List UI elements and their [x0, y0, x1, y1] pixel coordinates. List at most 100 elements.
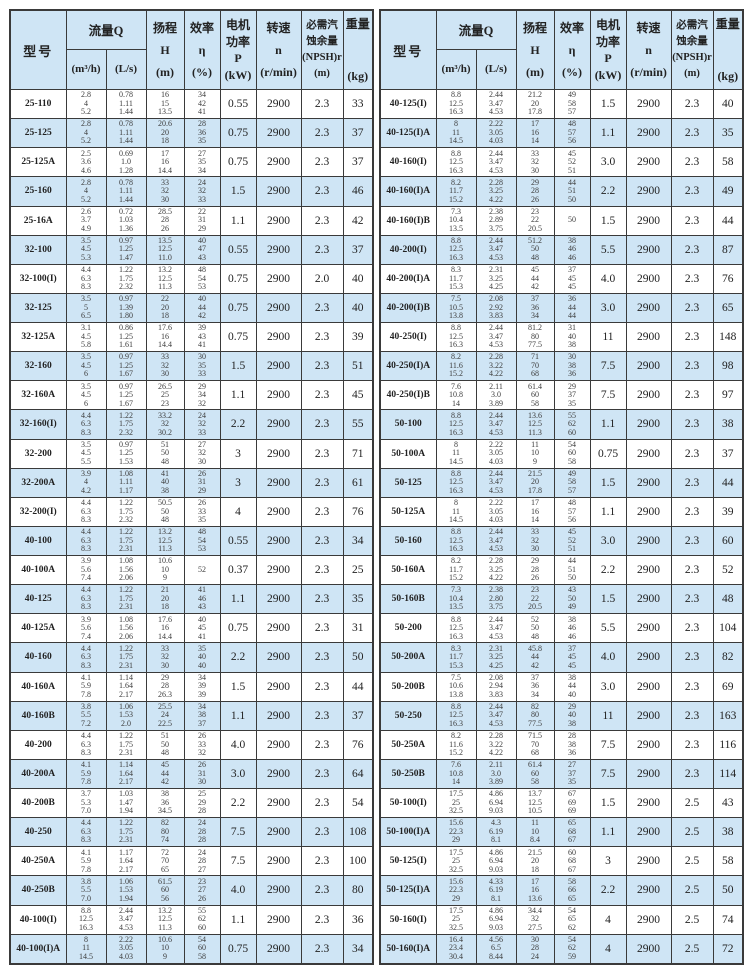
- npsh-cell: 2.3: [300, 758, 344, 790]
- npsh-cell: 2.3: [300, 380, 344, 411]
- table-row: 32-100 3.5 4.5 5.3 0.97 1.25 1.47 13.5 12.5…: [9, 234, 374, 265]
- power-cell: 0.37: [219, 554, 257, 586]
- flow-m3h-cell: 8.8 12.5 16.3: [435, 613, 477, 644]
- model-cell: 32-160A: [9, 380, 67, 411]
- efficiency-cell: 26 31 30: [183, 758, 221, 790]
- table-row: 50-125A 8 11 14.5 2.22 3.05 4.03 17 16 14 48…: [379, 496, 744, 527]
- flow-m3h-cell: 8.8 12.5 16.3: [435, 88, 477, 120]
- flow-ls-cell: 2.44 3.47 4.53: [475, 321, 517, 353]
- table-row: 40-125A 3.9 5.6 7.4 1.08 1.56 2.06 17.6 16 …: [9, 613, 374, 644]
- flow-m3h-cell: 8.2 11.6 15.2: [435, 729, 477, 760]
- efficiency-cell: 25 29 28: [183, 787, 221, 819]
- model-cell: 25-160: [9, 176, 67, 207]
- weight-cell: 44: [712, 205, 744, 236]
- weight-cell: 64: [342, 758, 374, 790]
- flow-ls-cell: 2.08 2.92 3.83: [475, 292, 517, 324]
- speed-cell: 2900: [255, 525, 302, 557]
- head-cell: 17.6 16 14.4: [145, 321, 185, 353]
- flow-m3h-cell: 4.1 5.9 7.8: [65, 846, 107, 877]
- flow-ls-cell: 4.3 6.19 8.1: [475, 817, 517, 848]
- head-cell: 17 16 14: [515, 118, 555, 149]
- efficiency-cell: 27 35 34: [183, 147, 221, 178]
- table-row: 32-200 3.5 4.5 5.5 0.97 1.25 1.53 51 50 48 2…: [9, 438, 374, 469]
- power-cell: 1.5: [589, 205, 627, 236]
- model-cell: 40-100(I): [9, 904, 67, 935]
- npsh-cell: 2.3: [300, 846, 344, 877]
- power-cell: 1.5: [589, 467, 627, 498]
- power-cell: 3: [219, 438, 257, 469]
- flow-ls-cell: 2.22 3.05 4.03: [475, 118, 517, 149]
- power-cell: 0.75: [219, 118, 257, 149]
- power-cell: 1.5: [219, 176, 257, 207]
- power-cell: 1.5: [589, 584, 627, 615]
- power-cell: 7.5: [219, 846, 257, 877]
- power-cell: 4.0: [219, 875, 257, 906]
- col-header-npsh: 必需汽 蚀余量 (NPSH)r (m): [300, 9, 344, 90]
- model-cell: 50-125(I): [379, 846, 437, 877]
- table-row: 50-200 8.8 12.5 16.3 2.44 3.47 4.53 52 50 4…: [379, 613, 744, 644]
- flow-ls-cell: 0.78 1.11 1.44: [105, 176, 147, 207]
- speed-cell: 2900: [625, 351, 672, 382]
- weight-cell: 65: [712, 292, 744, 324]
- npsh-cell: 2.3: [300, 496, 344, 527]
- flow-m3h-cell: 7.6 10.8 14: [435, 758, 477, 790]
- head-cell: 23 22 20.5: [515, 584, 555, 615]
- table-row: 40-250B 3.8 5.5 7.0 1.06 1.53 1.94 61.5 60 …: [9, 875, 374, 906]
- flow-m3h-cell: 7.5 10.6 13.8: [435, 671, 477, 702]
- npsh-cell: 2.3: [670, 234, 714, 265]
- flow-ls-cell: 0.97 1.25 1.47: [105, 234, 147, 265]
- flow-m3h-cell: 8.2 11.6 15.2: [435, 351, 477, 382]
- head-cell: 17.6 16 14.4: [145, 613, 185, 644]
- flow-m3h-cell: 3.1 4.5 5.8: [65, 321, 107, 353]
- npsh-cell: 2.3: [300, 176, 344, 207]
- model-cell: 50-200A: [379, 642, 437, 673]
- head-cell: 11 10 8.4: [515, 817, 555, 848]
- speed-cell: 2900: [625, 496, 672, 527]
- model-cell: 40-200: [9, 729, 67, 760]
- flow-m3h-cell: 4.4 6.3 8.3: [65, 263, 107, 294]
- weight-cell: 45: [342, 380, 374, 411]
- npsh-cell: 2.3: [300, 525, 344, 557]
- speed-cell: 2900: [255, 904, 302, 935]
- npsh-cell: 2.0: [300, 263, 344, 294]
- power-cell: 1.1: [219, 205, 257, 236]
- flow-ls-cell: 2.38 2.89 3.75: [475, 205, 517, 236]
- speed-cell: 2900: [625, 642, 672, 673]
- npsh-cell: 2.3: [670, 147, 714, 178]
- model-cell: 40-250A: [9, 846, 67, 877]
- speed-cell: 2900: [255, 933, 302, 965]
- flow-ls-cell: 1.14 1.64 2.17: [105, 671, 147, 702]
- col-header-model: 型号: [379, 9, 437, 90]
- table-row: 40-200(I)A 8.3 11.7 15.3 2.31 3.25 4.25 45 …: [379, 263, 744, 294]
- flow-ls-cell: 0.69 1.0 1.28: [105, 147, 147, 178]
- power-cell: 0.55: [219, 88, 257, 120]
- flow-m3h-cell: 3.9 5.6 7.4: [65, 613, 107, 644]
- npsh-cell: 2.5: [670, 875, 714, 906]
- weight-cell: 108: [342, 817, 374, 848]
- weight-cell: 37: [342, 118, 374, 149]
- efficiency-cell: 24 28 27: [183, 846, 221, 877]
- efficiency-cell: 40 44 42: [183, 292, 221, 324]
- power-cell: 1.1: [219, 584, 257, 615]
- flow-m3h-cell: 2.8 4 5.2: [65, 176, 107, 207]
- speed-cell: 2900: [625, 292, 672, 324]
- speed-cell: 2900: [255, 438, 302, 469]
- efficiency-cell: 44 51 50: [553, 554, 591, 586]
- power-cell: 2.2: [589, 176, 627, 207]
- table-row: 40-160(I)B 7.3 10.4 13.5 2.38 2.89 3.75 23 …: [379, 205, 744, 236]
- head-cell: 45 44 42: [145, 758, 185, 790]
- flow-m3h-cell: 8.8 12.5 16.3: [435, 321, 477, 353]
- npsh-cell: 2.3: [300, 205, 344, 236]
- power-cell: 7.5: [589, 351, 627, 382]
- npsh-cell: 2.3: [670, 409, 714, 440]
- flow-m3h-cell: 4.4 6.3 8.3: [65, 496, 107, 527]
- model-cell: 40-125A: [9, 613, 67, 644]
- table-row: 40-160A 4.1 5.9 7.8 1.14 1.64 2.17 29 28 26…: [9, 671, 374, 702]
- flow-ls-cell: 1.08 1.11 1.17: [105, 467, 147, 498]
- model-cell: 50-160(I)A: [379, 933, 437, 965]
- npsh-cell: 2.3: [670, 351, 714, 382]
- flow-ls-cell: 2.08 2.94 3.83: [475, 671, 517, 702]
- flow-ls-cell: 1.22 1.75 2.32: [105, 409, 147, 440]
- efficiency-cell: 45 52 51: [553, 147, 591, 178]
- model-cell: 25-125: [9, 118, 67, 149]
